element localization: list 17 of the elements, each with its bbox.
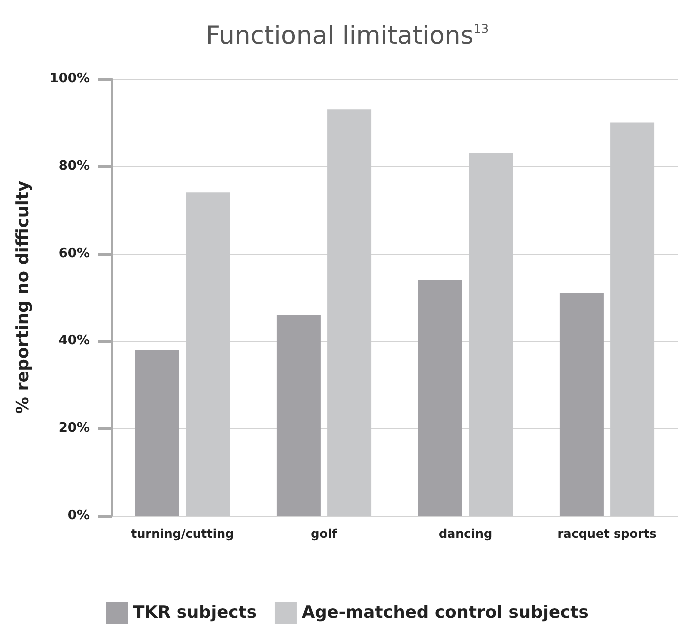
y-tick-label: 60% <box>58 246 90 262</box>
bar <box>560 293 604 516</box>
x-tick-label: dancing <box>438 527 493 541</box>
y-tick-label: 20% <box>58 421 90 436</box>
bar <box>135 350 180 516</box>
legend-label: TKR subjects <box>133 603 257 623</box>
x-tick-label: turning/cutting <box>131 527 234 541</box>
y-tick-label: 0% <box>68 508 90 524</box>
y-tick-label: 40% <box>58 334 90 349</box>
y-axis-title: % reporting no difficulty <box>14 180 34 414</box>
y-tick-label: 100% <box>50 72 90 86</box>
x-tick-label: golf <box>311 527 338 541</box>
y-tick-label: 80% <box>58 158 90 174</box>
legend-label: Age-matched control subjects <box>302 603 589 623</box>
bar <box>418 280 462 516</box>
x-tick-label: racquet sports <box>558 527 657 541</box>
bar <box>276 314 321 516</box>
